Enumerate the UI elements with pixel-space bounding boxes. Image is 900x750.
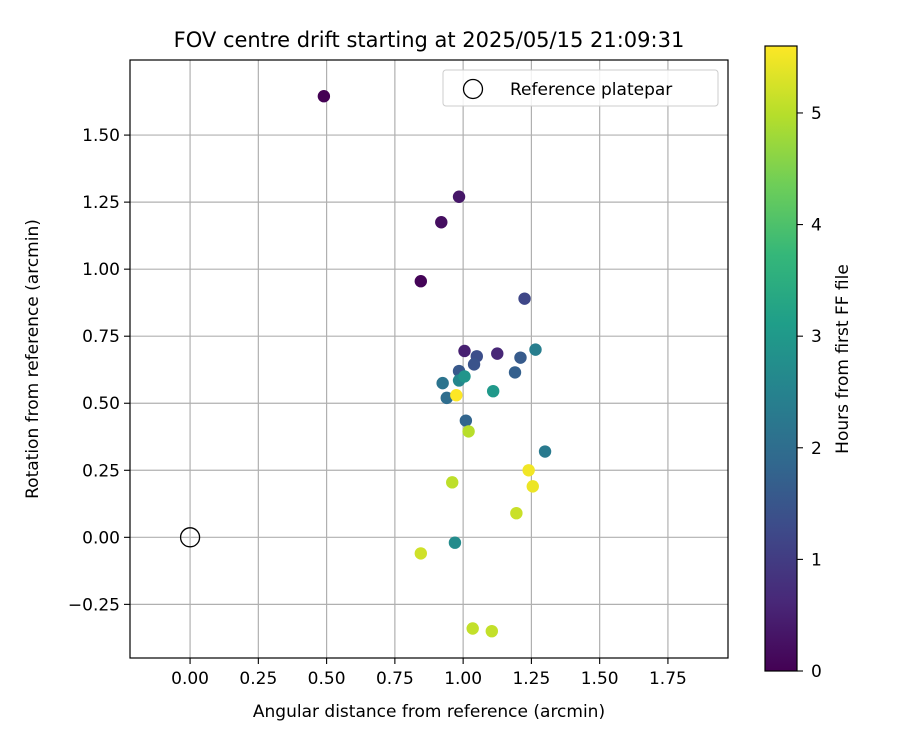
data-point <box>458 344 471 358</box>
grid-lines <box>130 60 728 658</box>
colorbar-frame <box>764 45 798 672</box>
legend: Reference platepar <box>442 69 719 107</box>
colorbar-ticks: 0 1 2 3 4 5 <box>797 104 822 682</box>
data-point <box>491 347 504 360</box>
data-point <box>485 624 499 638</box>
colorbar-label: Hours from first FF file <box>833 264 853 454</box>
data-point <box>467 358 481 371</box>
legend-box <box>442 69 719 107</box>
data-point <box>458 370 471 383</box>
colorbar-gradient <box>765 46 797 671</box>
colorbar-tick-label: 4 <box>811 216 822 236</box>
data-point <box>514 351 527 364</box>
data-point <box>510 506 523 520</box>
y-tick-label: 1.00 <box>82 260 120 280</box>
y-tick-label: 0.25 <box>82 461 120 481</box>
data-point <box>508 366 522 379</box>
x-tick-label: 0.75 <box>376 669 414 689</box>
y-tick-label: 1.25 <box>82 193 120 213</box>
colorbar-tick-label: 3 <box>811 327 822 347</box>
x-axis-label: Angular distance from reference (arcmin) <box>253 702 605 722</box>
reference-platepar-marker <box>179 527 201 548</box>
data-points <box>317 90 552 638</box>
data-point <box>446 476 459 489</box>
data-point <box>459 414 473 427</box>
y-tick-label: 0.75 <box>82 327 120 347</box>
x-tick-label: 1.50 <box>581 669 619 689</box>
data-point <box>436 376 449 390</box>
reference-marker-layer <box>179 527 201 548</box>
data-point <box>466 622 479 635</box>
data-point <box>440 391 453 405</box>
data-point <box>526 480 539 493</box>
x-tick-label: 0.00 <box>171 669 209 689</box>
plot-frame <box>129 59 729 659</box>
colorbar-tick-label: 5 <box>811 104 822 124</box>
x-tick-label: 0.25 <box>239 669 277 689</box>
data-point <box>317 90 331 103</box>
y-tick-label: 0.50 <box>82 394 120 414</box>
legend-reference-marker <box>462 78 484 100</box>
colorbar-tick-label: 2 <box>811 439 822 459</box>
data-point <box>435 216 448 229</box>
data-point <box>414 275 428 288</box>
x-tick-label: 1.00 <box>444 669 482 689</box>
y-axis: −0.25 0.00 0.25 0.50 0.75 1.00 1.25 1.50 <box>68 126 130 615</box>
x-tick-label: 0.50 <box>308 669 346 689</box>
data-point <box>529 343 542 356</box>
data-point <box>448 536 462 549</box>
data-point <box>538 445 552 458</box>
colorbar-tick-label: 0 <box>811 662 822 682</box>
colorbar: 0 1 2 3 4 5 Hours from first FF file <box>764 45 853 682</box>
legend-entry-label: Reference platepar <box>510 80 672 100</box>
data-point <box>486 384 500 398</box>
data-point <box>522 464 535 477</box>
y-tick-label: −0.25 <box>68 595 120 615</box>
x-axis: 0.00 0.25 0.50 0.75 1.00 1.25 1.50 1.75 <box>171 658 687 689</box>
x-tick-label: 1.25 <box>512 669 550 689</box>
data-point <box>450 389 463 402</box>
colorbar-tick-label: 1 <box>811 550 822 570</box>
data-point <box>414 547 428 560</box>
y-tick-label: 1.50 <box>82 126 120 146</box>
data-point <box>462 425 475 438</box>
data-point <box>518 292 531 305</box>
y-axis-label: Rotation from reference (arcmin) <box>23 219 43 499</box>
x-tick-label: 1.75 <box>649 669 687 689</box>
chart-title: FOV centre drift starting at 2025/05/15 … <box>174 28 685 52</box>
data-point <box>452 190 466 203</box>
y-tick-label: 0.00 <box>82 528 120 548</box>
